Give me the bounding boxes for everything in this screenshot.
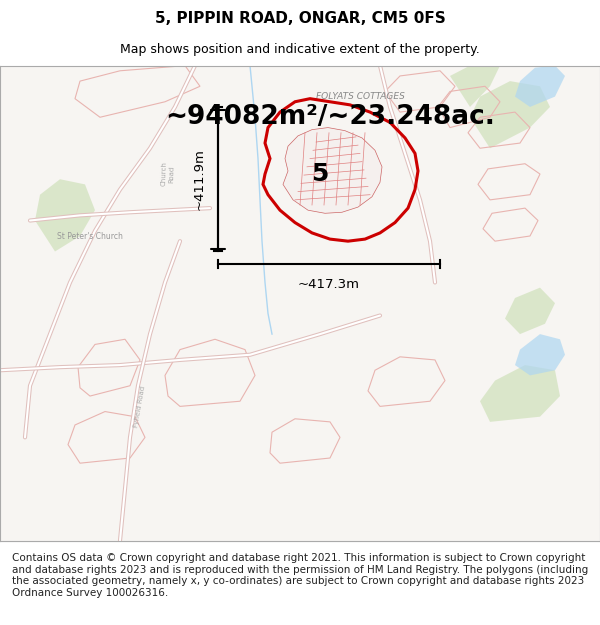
Text: Contains OS data © Crown copyright and database right 2021. This information is : Contains OS data © Crown copyright and d… [12, 553, 588, 598]
Text: Map shows position and indicative extent of the property.: Map shows position and indicative extent… [120, 42, 480, 56]
Text: ~411.9m: ~411.9m [193, 148, 206, 210]
Text: St Peter's Church: St Peter's Church [57, 231, 123, 241]
Text: 5, PIPPIN ROAD, ONGAR, CM5 0FS: 5, PIPPIN ROAD, ONGAR, CM5 0FS [155, 11, 445, 26]
Polygon shape [505, 288, 555, 334]
Polygon shape [450, 66, 500, 107]
Text: FOLYATS COTTAGES: FOLYATS COTTAGES [316, 92, 404, 101]
Polygon shape [480, 365, 560, 422]
Polygon shape [283, 127, 382, 213]
Text: ~94082m²/~23.248ac.: ~94082m²/~23.248ac. [165, 104, 495, 130]
Text: ~417.3m: ~417.3m [298, 278, 360, 291]
Polygon shape [515, 66, 565, 107]
Polygon shape [470, 81, 550, 148]
Polygon shape [515, 334, 565, 376]
Text: 5: 5 [311, 162, 329, 186]
Text: Church
Road: Church Road [161, 161, 175, 187]
Text: Fyfield Road: Fyfield Road [133, 385, 146, 428]
Polygon shape [35, 179, 95, 251]
